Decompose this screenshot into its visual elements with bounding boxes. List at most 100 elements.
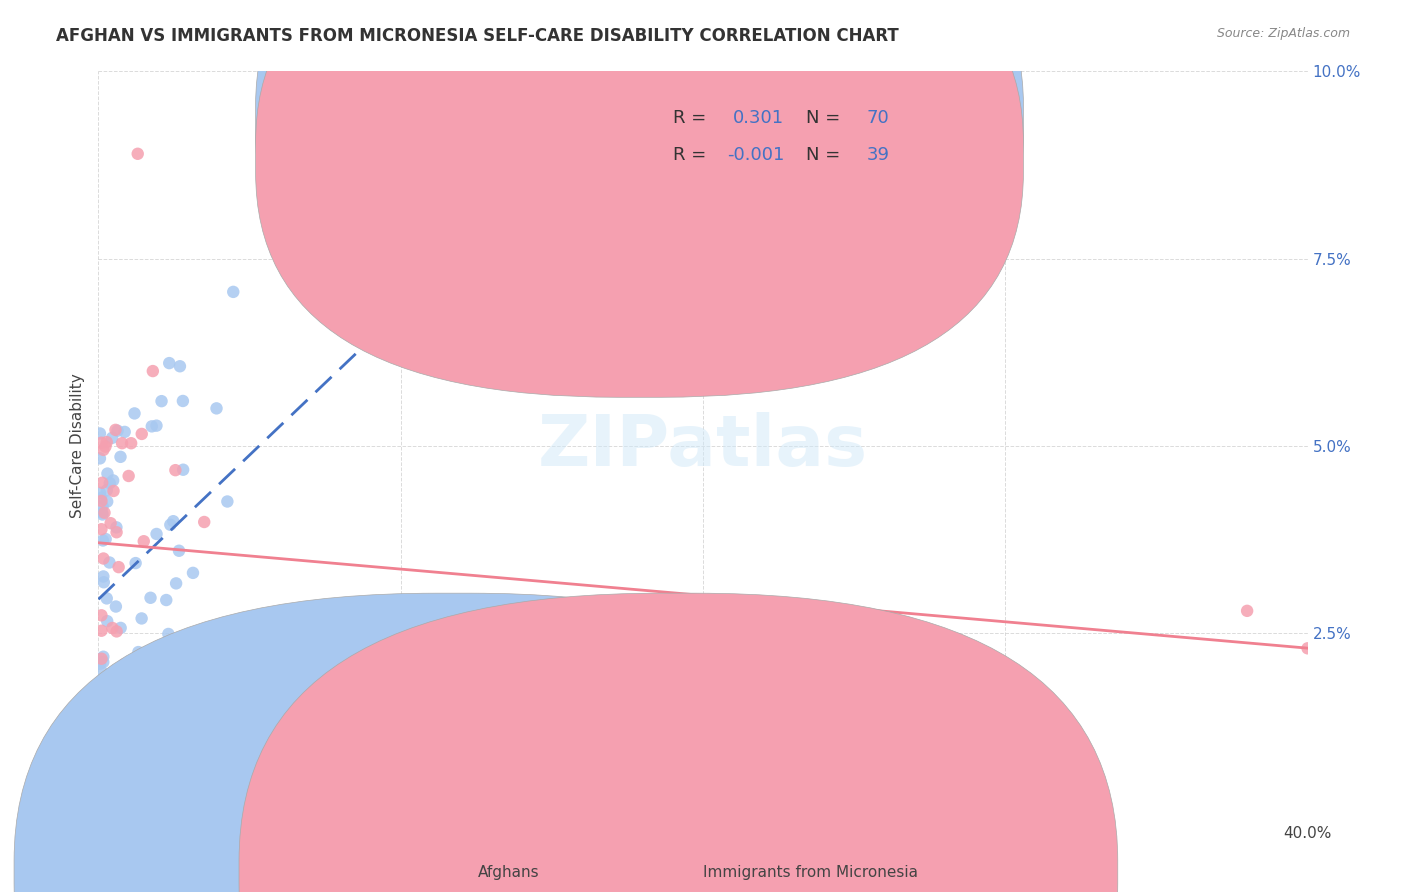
- Point: [90, 435, 112, 450]
- Point: [155, 593, 177, 607]
- Point: [98, 556, 121, 570]
- Point: [165, 463, 187, 477]
- Point: [104, 423, 127, 437]
- Text: 0.301: 0.301: [734, 109, 785, 127]
- Point: [136, 727, 159, 741]
- Point: [153, 736, 176, 750]
- Point: [94, 532, 117, 546]
- Point: [1236, 604, 1258, 618]
- Point: [90, 665, 112, 679]
- Point: [172, 705, 194, 719]
- Point: [132, 534, 155, 549]
- Point: [96, 591, 118, 606]
- Point: [105, 690, 128, 704]
- Y-axis label: Self-Care Disability: Self-Care Disability: [69, 374, 84, 518]
- Point: [118, 469, 141, 483]
- Point: [165, 576, 187, 591]
- Text: R =: R =: [672, 146, 711, 164]
- Point: [96, 483, 118, 498]
- Text: N =: N =: [806, 109, 846, 127]
- Point: [114, 425, 136, 439]
- Point: [93, 442, 115, 457]
- Point: [159, 517, 181, 532]
- Point: [150, 394, 173, 409]
- Text: 70: 70: [866, 109, 889, 127]
- Point: [142, 683, 165, 698]
- Text: AFGHAN VS IMMIGRANTS FROM MICRONESIA SELF-CARE DISABILITY CORRELATION CHART: AFGHAN VS IMMIGRANTS FROM MICRONESIA SEL…: [56, 27, 898, 45]
- Point: [136, 702, 159, 716]
- Point: [93, 506, 115, 520]
- Text: ZIPatlas: ZIPatlas: [538, 411, 868, 481]
- Point: [112, 657, 135, 672]
- Point: [89, 426, 111, 441]
- Point: [752, 664, 775, 678]
- Point: [93, 747, 115, 761]
- Point: [160, 633, 183, 648]
- Point: [89, 734, 111, 748]
- Point: [105, 624, 128, 639]
- Point: [145, 418, 167, 433]
- Point: [100, 516, 122, 531]
- Point: [89, 485, 111, 500]
- Point: [115, 664, 138, 678]
- Text: 39: 39: [866, 146, 889, 164]
- Point: [127, 645, 149, 659]
- Point: [167, 543, 190, 558]
- Point: [89, 657, 111, 671]
- Point: [131, 611, 153, 625]
- Point: [124, 406, 146, 420]
- Point: [141, 419, 163, 434]
- Point: [193, 515, 215, 529]
- Point: [104, 700, 127, 714]
- Point: [127, 146, 149, 161]
- Point: [120, 436, 142, 450]
- Point: [100, 692, 122, 706]
- Point: [162, 514, 184, 528]
- FancyBboxPatch shape: [256, 0, 1024, 397]
- Point: [91, 533, 114, 548]
- Point: [98, 476, 121, 491]
- Point: [101, 431, 124, 445]
- Point: [108, 684, 131, 698]
- Point: [91, 649, 114, 664]
- Point: [91, 499, 114, 513]
- Point: [169, 359, 191, 374]
- Point: [96, 467, 118, 481]
- Text: Source: ZipAtlas.com: Source: ZipAtlas.com: [1216, 27, 1350, 40]
- Point: [96, 494, 118, 508]
- Point: [172, 394, 194, 409]
- Point: [142, 364, 165, 378]
- Point: [101, 621, 124, 635]
- Point: [90, 491, 112, 505]
- Point: [90, 651, 112, 665]
- Text: -0.001: -0.001: [727, 146, 785, 164]
- Point: [90, 624, 112, 638]
- Point: [90, 608, 112, 623]
- FancyBboxPatch shape: [256, 0, 1024, 359]
- Point: [110, 450, 132, 464]
- Point: [145, 527, 167, 541]
- Point: [96, 614, 118, 628]
- Point: [105, 520, 128, 534]
- Point: [108, 746, 131, 760]
- Point: [93, 569, 115, 583]
- Point: [172, 463, 194, 477]
- Point: [91, 508, 114, 522]
- Point: [93, 700, 115, 714]
- Point: [93, 575, 115, 590]
- Point: [90, 522, 112, 536]
- Point: [90, 494, 112, 508]
- Point: [104, 710, 127, 724]
- Point: [110, 670, 132, 684]
- Point: [103, 483, 125, 498]
- Text: R =: R =: [672, 109, 711, 127]
- Point: [94, 440, 117, 454]
- Text: N =: N =: [806, 146, 846, 164]
- Point: [124, 556, 146, 570]
- Point: [101, 474, 124, 488]
- Point: [157, 356, 180, 370]
- Point: [104, 599, 127, 614]
- Point: [91, 655, 114, 669]
- FancyBboxPatch shape: [595, 87, 957, 187]
- Point: [107, 424, 129, 438]
